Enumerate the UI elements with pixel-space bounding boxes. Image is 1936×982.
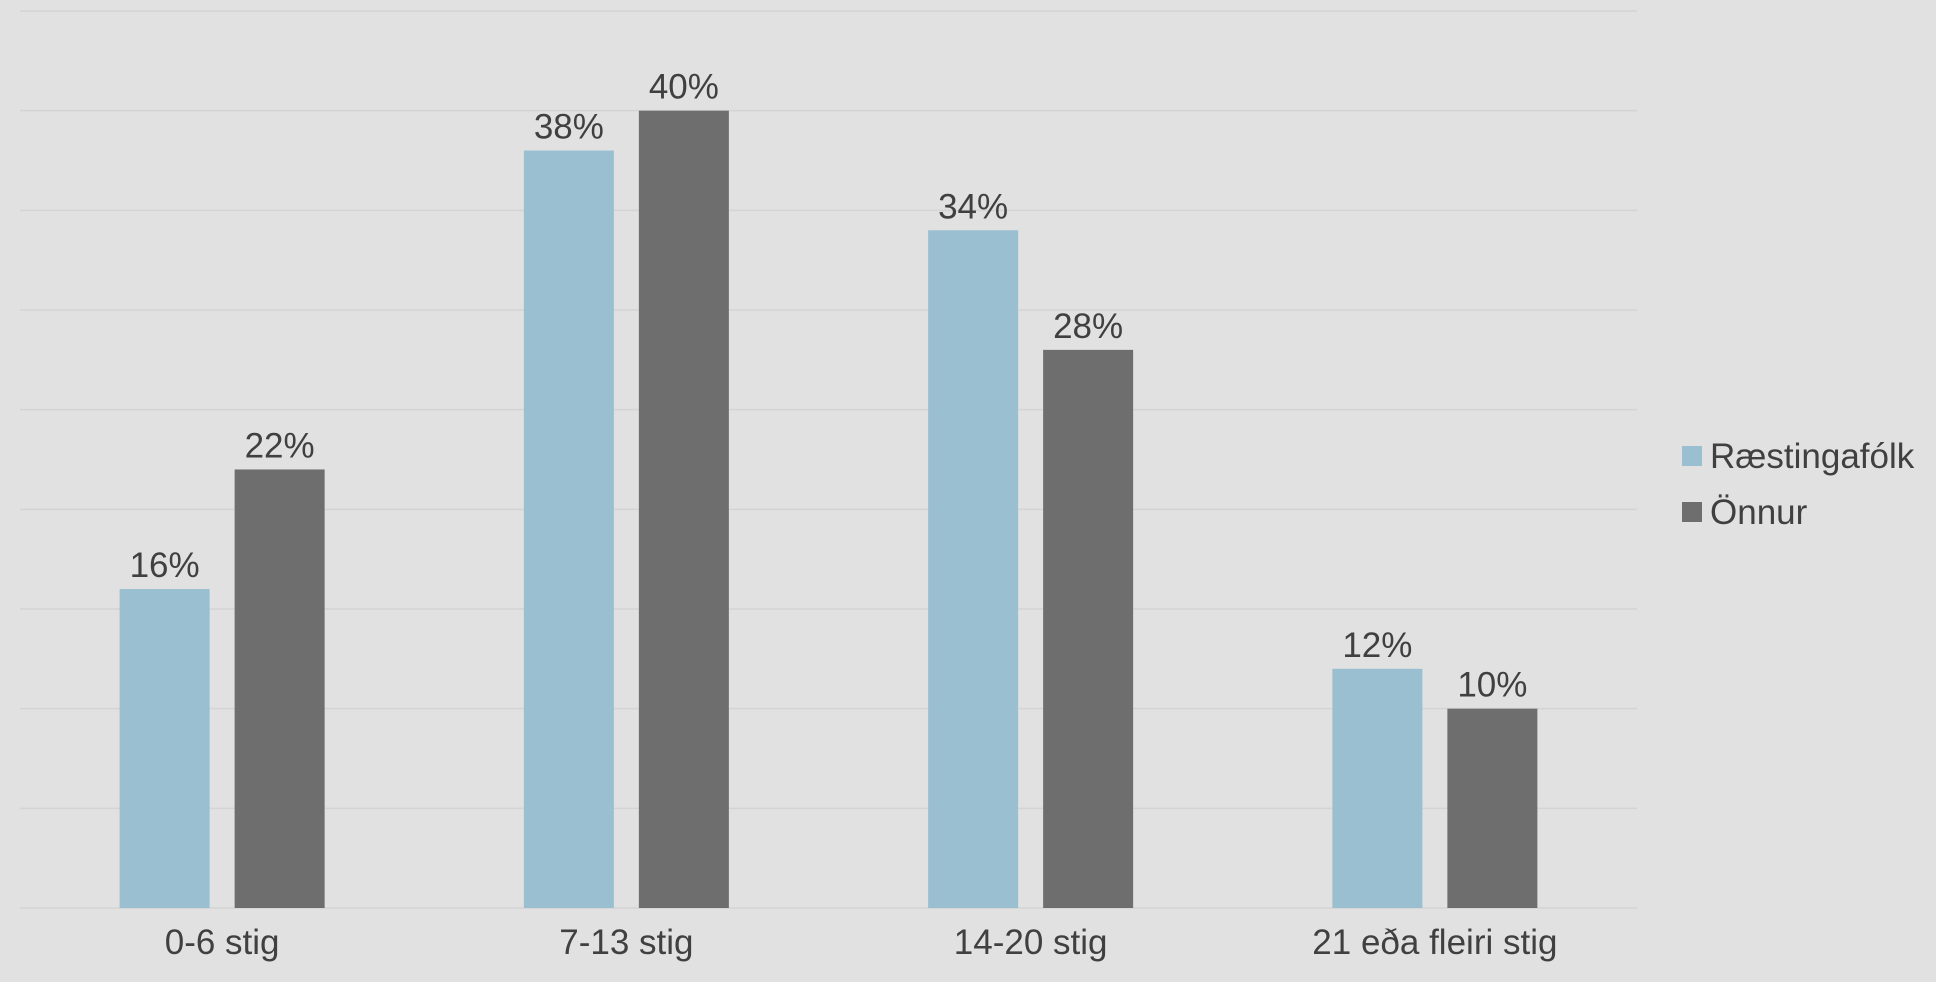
x-axis: 0-6 stig 7-13 stig 14-20 stig 21 eða fleiri… <box>165 923 1558 962</box>
data-label: 16% <box>130 546 200 585</box>
legend-label: Önnur <box>1710 493 1808 532</box>
data-label: 10% <box>1457 666 1527 705</box>
legend-swatch <box>1682 502 1702 522</box>
x-tick-label: 14-20 stig <box>954 923 1108 962</box>
bar-series-2-2 <box>638 110 729 908</box>
data-label: 28% <box>1053 307 1123 346</box>
legend: Ræstingafólk Önnur <box>1682 437 1915 532</box>
bar-series-1-1 <box>119 589 210 908</box>
legend-swatch <box>1682 446 1702 466</box>
x-tick-label: 0-6 stig <box>165 923 280 962</box>
bar-series-1-2 <box>523 150 614 909</box>
x-tick-label: 7-13 stig <box>559 923 693 962</box>
data-label: 12% <box>1342 626 1412 665</box>
bars <box>119 110 1538 909</box>
legend-item: Önnur <box>1682 493 1808 532</box>
data-label: 38% <box>534 108 604 147</box>
data-label: 40% <box>649 68 719 107</box>
bar-series-2-4 <box>1447 708 1538 908</box>
x-tick-label: 21 eða fleiri stig <box>1312 923 1557 962</box>
bar-series-1-3 <box>928 230 1019 908</box>
legend-label: Ræstingafólk <box>1710 437 1915 476</box>
data-label: 22% <box>245 426 315 465</box>
data-labels: 16% 22% 38% 40% 34% 28% 12% 10% <box>130 68 1528 705</box>
legend-item: Ræstingafólk <box>1682 437 1915 476</box>
bar-series-2-1 <box>234 469 325 908</box>
bar-series-1-4 <box>1332 668 1423 908</box>
bar-series-2-3 <box>1043 349 1134 908</box>
data-label: 34% <box>938 187 1008 226</box>
